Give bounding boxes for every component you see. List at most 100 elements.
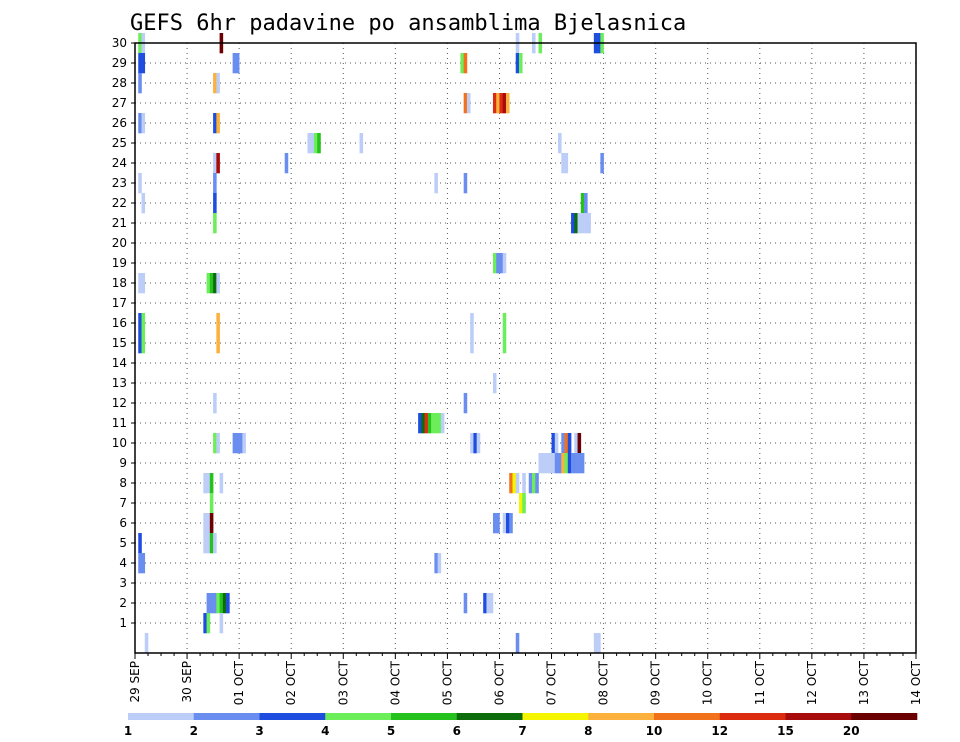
precip-cell <box>209 593 214 614</box>
y-tick-label: 21 <box>112 216 127 230</box>
precip-cell <box>434 553 438 574</box>
precip-cell <box>502 313 507 334</box>
x-tick-label: 11 OCT <box>753 660 767 705</box>
y-tick-label: 24 <box>112 156 127 170</box>
y-tick-label: 9 <box>119 456 127 470</box>
precip-cell <box>580 453 585 474</box>
precip-cell <box>561 153 565 174</box>
precip-cell <box>463 593 468 614</box>
precip-cell <box>141 333 146 354</box>
precip-cell <box>502 513 507 534</box>
x-tick-label: 04 OCT <box>388 660 402 705</box>
precip-cell <box>203 513 207 534</box>
colorbar-label: 4 <box>321 724 329 738</box>
precip-cell <box>545 453 549 474</box>
colorbar-swatch <box>193 713 260 720</box>
colorbar-swatch <box>785 713 852 720</box>
colorbar-label: 6 <box>453 724 461 738</box>
precip-cell <box>509 513 513 534</box>
precip-cell <box>522 493 526 514</box>
y-tick-label: 15 <box>112 336 127 350</box>
precip-cell <box>235 433 240 454</box>
precip-cell <box>584 193 588 214</box>
precip-cell <box>213 393 217 414</box>
precip-cell <box>567 453 572 474</box>
precip-cell <box>528 473 533 494</box>
precip-cell <box>138 553 142 574</box>
precip-cell <box>587 213 591 234</box>
precip-cell <box>499 93 504 114</box>
precip-cell <box>437 413 442 434</box>
precip-cell <box>496 93 500 114</box>
precip-cell <box>571 453 575 474</box>
precip-cell <box>476 433 481 454</box>
precip-cell <box>473 433 477 454</box>
precip-cell <box>463 53 468 74</box>
precip-cell <box>141 193 146 214</box>
precip-cell <box>310 133 315 154</box>
y-tick-label: 4 <box>119 556 127 570</box>
precip-cell <box>466 93 471 114</box>
precip-cell <box>515 473 520 494</box>
x-axis-labels: 29 SEP 30 SEP 01 OCT 02 OCT 03 OCT 04 OCT 05 O… <box>128 653 923 705</box>
x-tick-label: 30 SEP <box>180 661 194 703</box>
precip-cell <box>532 473 536 494</box>
precip-cell <box>554 433 559 454</box>
precip-cell <box>483 593 487 614</box>
precip-cell <box>213 153 217 174</box>
y-tick-label: 8 <box>119 476 127 490</box>
y-tick-label: 18 <box>112 276 127 290</box>
precip-cell <box>216 433 220 454</box>
y-tick-label: 16 <box>112 316 127 330</box>
precip-cell <box>232 53 237 74</box>
precip-cell <box>216 113 220 134</box>
precip-cell <box>141 273 146 294</box>
precip-cell <box>206 613 211 634</box>
precip-cell <box>138 533 142 554</box>
precip-cell <box>538 453 543 474</box>
precip-cell <box>359 133 364 154</box>
precip-cell <box>434 413 438 434</box>
precip-cell <box>580 213 585 234</box>
colorbar-swatch <box>391 713 458 720</box>
precip-cell <box>232 433 237 454</box>
precip-cell <box>141 113 146 134</box>
x-tick-label: 03 OCT <box>336 660 350 705</box>
precip-cell <box>580 193 585 214</box>
precip-cell <box>222 593 227 614</box>
colorbar-label: 10 <box>646 724 663 738</box>
precip-cell <box>216 333 220 354</box>
precip-cell <box>492 253 497 274</box>
colorbar-label: 1 <box>124 724 132 738</box>
precip-cell <box>440 413 445 434</box>
y-tick-label: 12 <box>112 396 127 410</box>
precip-cell <box>216 313 220 334</box>
precip-cell <box>548 453 552 474</box>
precip-cell <box>219 473 224 494</box>
precip-cell <box>567 433 572 454</box>
colorbar-label: 2 <box>190 724 198 738</box>
precip-cell <box>219 593 224 614</box>
precip-cell <box>216 73 220 94</box>
y-tick-label: 20 <box>112 236 127 250</box>
precip-cell <box>209 513 214 534</box>
y-tick-label: 23 <box>112 176 127 190</box>
y-tick-label: 27 <box>112 96 127 110</box>
precip-cell <box>564 153 569 174</box>
colorbar-swatch <box>456 713 523 720</box>
colorbar-swatch <box>851 713 918 720</box>
precip-cell <box>600 153 604 174</box>
precip-cell <box>206 593 211 614</box>
colorbar-label: 7 <box>518 724 526 738</box>
precip-cell <box>492 93 497 114</box>
precip-cells <box>138 33 604 654</box>
precip-cell <box>138 173 142 194</box>
precip-cell <box>203 473 207 494</box>
precip-cell <box>242 433 246 454</box>
precip-cell <box>437 553 442 574</box>
y-tick-label: 29 <box>112 56 127 70</box>
precip-cell <box>515 633 520 654</box>
x-tick-label: 01 OCT <box>232 660 246 705</box>
y-tick-label: 25 <box>112 136 127 150</box>
